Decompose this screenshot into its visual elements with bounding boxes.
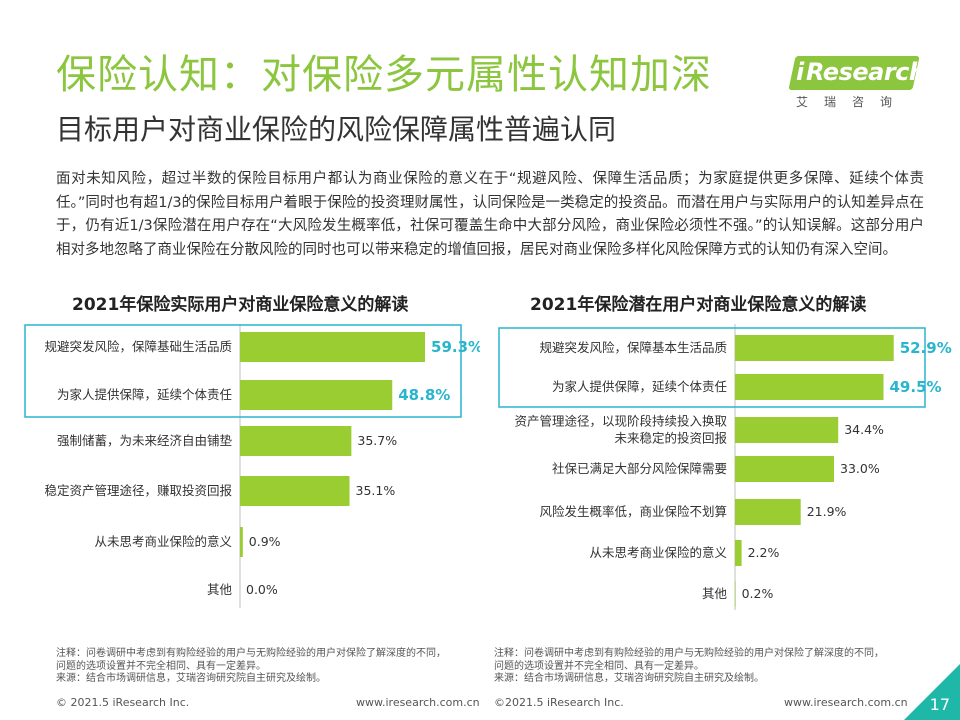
value-label: 21.9% xyxy=(807,504,847,519)
category-label: 从未思考商业保险的意义 xyxy=(94,534,232,549)
note-line: 注释：问卷调研中考虑到有购险经验的用户与无购险经验的用户对保险了解深度的不同， xyxy=(494,648,884,659)
value-label: 0.2% xyxy=(742,586,774,601)
category-label: 强制储蓄，为未来经济自由铺垫 xyxy=(57,433,233,448)
left-chart-title: 2021年保险实际用户对商业保险意义的解读 xyxy=(72,295,409,315)
category-label: 规避突发风险，保障基本生活品质 xyxy=(539,340,727,355)
logo-chinese-name: 艾瑞咨询 xyxy=(796,95,909,109)
note-line: 注释：问卷调研中考虑到有购险经验的用户与无购险经验的用户对保险了解深度的不同， xyxy=(56,648,446,659)
bar-3 xyxy=(735,417,839,443)
bar-5 xyxy=(735,499,801,525)
bar-4 xyxy=(240,476,350,506)
value-label: 0.0% xyxy=(246,582,278,597)
note-line: 问题的选项设置并不完全相同、具有一定差异。 xyxy=(56,660,266,672)
category-label: 社保已满足大部分风险保障需要 xyxy=(552,461,727,476)
bar-2 xyxy=(240,380,393,410)
page-number: 17 xyxy=(929,695,950,714)
actual-users-bar-chart: 规避突发风险，保障基础生活品质 59.3% 为家人提供保障，延续个体责任 48.8% 强… xyxy=(24,324,480,608)
category-label: 为家人提供保障，延续个体责任 xyxy=(57,387,232,402)
category-label: 其他 xyxy=(702,586,728,601)
note-line: 问题的选项设置并不完全相同、具有一定差异。 xyxy=(494,660,704,672)
category-label: 规避突发风险，保障基础生活品质 xyxy=(44,339,232,354)
footer-url-right: www.iresearch.com.cn xyxy=(784,696,908,709)
bar-1 xyxy=(735,335,894,361)
value-label: 0.9% xyxy=(249,534,281,549)
value-label: 34.4% xyxy=(844,422,884,437)
note-line: 来源：结合市场调研信息，艾瑞咨询研究院自主研究及绘制。 xyxy=(56,673,326,684)
category-label: 为家人提供保障，延续个体责任 xyxy=(552,379,727,394)
note-line: 来源：结合市场调研信息，艾瑞咨询研究院自主研究及绘制。 xyxy=(494,673,764,684)
bar-7 xyxy=(735,581,736,607)
bar-5 xyxy=(240,527,243,557)
page-title: 保险认知：对保险多元属性认知加深 xyxy=(56,52,712,98)
logo-brand-text: Research xyxy=(806,58,926,86)
category-label: 稳定资产管理途径，赚取投资回报 xyxy=(44,483,232,498)
value-label: 35.7% xyxy=(357,433,397,448)
bar-2 xyxy=(735,374,884,400)
category-label: 风险发生概率低，商业保险不划算 xyxy=(539,504,727,519)
footer-copyright-right: ©2021.5 iResearch Inc. xyxy=(494,696,624,709)
footer-url-left: www.iresearch.com.cn xyxy=(356,696,480,709)
iresearch-logo: i Research 艾瑞咨询 xyxy=(782,50,926,110)
value-label: 2.2% xyxy=(748,545,780,560)
highlight-box xyxy=(498,327,926,408)
intro-paragraph: 面对未知风险，超过半数的保险目标用户都认为商业保险的意义在于“规避风险、保障生活… xyxy=(56,171,924,258)
category-label: 其他 xyxy=(207,582,233,597)
potential-users-bar-chart: 规避突发风险，保障基本生活品质 52.9% 为家人提供保障，延续个体责任 49.5% 资… xyxy=(498,324,952,610)
bar-3 xyxy=(240,426,352,456)
value-label: 33.0% xyxy=(840,461,880,476)
footer-copyright-left: © 2021.5 iResearch Inc. xyxy=(56,696,190,709)
page-corner-decoration xyxy=(904,664,960,720)
value-label: 35.1% xyxy=(356,483,396,498)
category-label: 资产管理途径，以现阶段持续投入换取未来稳定的投资回报 xyxy=(514,414,727,446)
bar-1 xyxy=(240,332,426,362)
value-label: 48.8% xyxy=(398,386,450,404)
logo-brand-i: i xyxy=(796,58,805,86)
highlight-box xyxy=(24,324,462,418)
page-subtitle: 目标用户对商业保险的风险保障属性普遍认同 xyxy=(56,113,617,146)
category-label: 从未思考商业保险的意义 xyxy=(589,545,727,560)
bar-4 xyxy=(735,456,834,482)
right-chart-note: 注释：问卷调研中考虑到有购险经验的用户与无购险经验的用户对保险了解深度的不同， … xyxy=(494,648,884,686)
value-label: 59.3% xyxy=(431,338,480,356)
value-label: 52.9% xyxy=(900,339,952,357)
value-label: 49.5% xyxy=(890,378,942,396)
left-chart-note: 注释：问卷调研中考虑到有购险经验的用户与无购险经验的用户对保险了解深度的不同， … xyxy=(56,648,446,686)
right-chart-title: 2021年保险潜在用户对商业保险意义的解读 xyxy=(530,295,867,315)
bar-6 xyxy=(735,540,742,566)
